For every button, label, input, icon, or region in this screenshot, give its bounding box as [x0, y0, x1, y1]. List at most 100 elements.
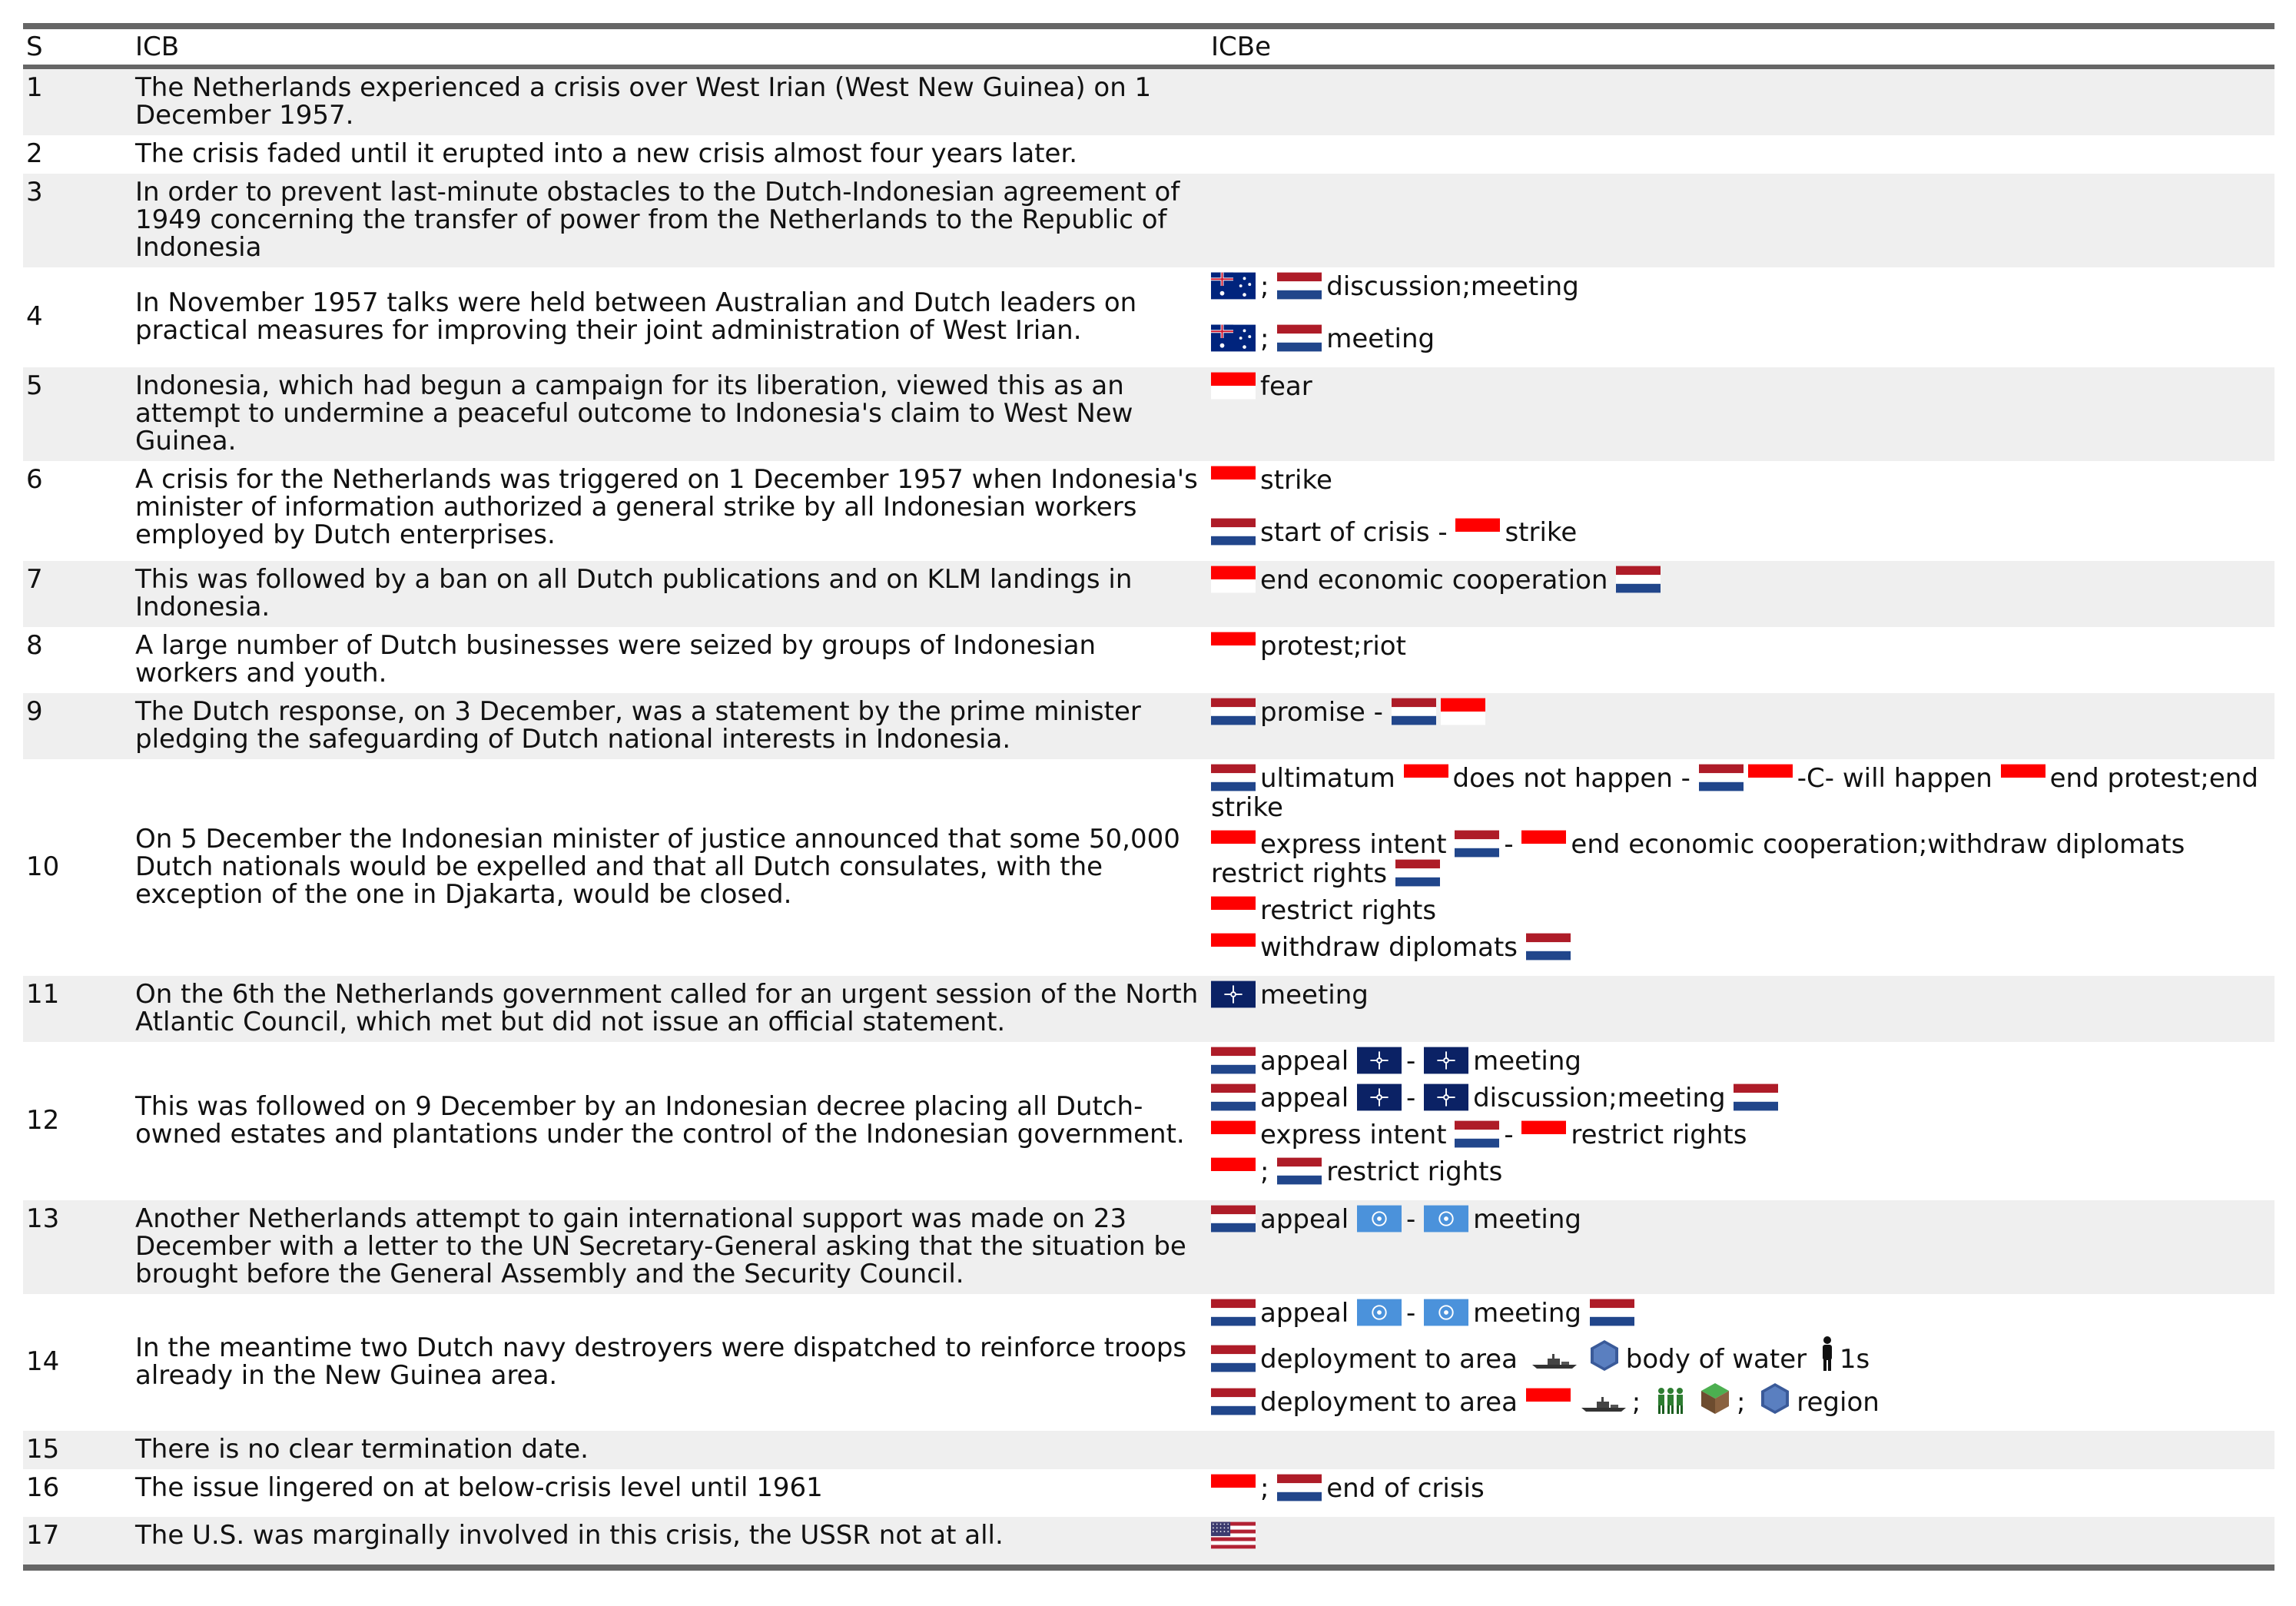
- table-row: 14 In the meantime two Dutch navy destroy…: [23, 1294, 2274, 1431]
- netherlands-flag-icon: [1211, 518, 1256, 546]
- row-number: 12: [26, 1105, 60, 1136]
- table-row: 7 This was followed by a ban on all Dutch…: [23, 561, 2274, 627]
- table-row: 10 On 5 December the Indonesian minister …: [23, 759, 2274, 976]
- row-number: 13: [23, 1200, 132, 1294]
- event-text: ;: [1260, 1156, 1278, 1187]
- event-text: -: [1406, 1204, 1425, 1235]
- row-number: 5: [23, 367, 132, 461]
- icbe-event: start of crisis - strike: [1211, 518, 2274, 547]
- event-text: ultimatum: [1260, 763, 1404, 794]
- row-number: 17: [23, 1517, 132, 1565]
- row-number: 8: [26, 630, 43, 661]
- table-row: 9 The Dutch response, on 3 December, was …: [23, 693, 2274, 759]
- icb-description: In November 1957 talks were held between…: [135, 287, 1137, 346]
- event-text: end protest;end strike: [1211, 763, 2258, 823]
- table-row: 13 Another Netherlands attempt to gain in…: [23, 1200, 2274, 1294]
- icb-description: This was followed by a ban on all Dutch …: [132, 561, 1208, 627]
- icb-description: Another Netherlands attempt to gain inte…: [132, 1200, 1208, 1294]
- netherlands-flag-icon: [1211, 698, 1256, 725]
- row-number: 2: [26, 138, 43, 169]
- icb-description: A large number of Dutch businesses were …: [135, 630, 1097, 689]
- event-text: -: [1406, 1046, 1425, 1077]
- event-text: discussion;meeting: [1326, 271, 1579, 302]
- netherlands-flag-icon: [1616, 566, 1661, 593]
- un-flag-icon: [1357, 1299, 1402, 1326]
- event-text: express intent: [1260, 1120, 1455, 1150]
- icbe-event: express intent - end economic cooperatio…: [1211, 830, 2274, 888]
- netherlands-flag-icon: [1211, 764, 1256, 791]
- icb-description: The crisis faded until it erupted into a…: [135, 138, 1078, 169]
- event-text: promise -: [1260, 697, 1392, 728]
- netherlands-flag-icon: [1395, 859, 1440, 887]
- netherlands-flag-icon: [1277, 1157, 1322, 1185]
- un-flag-icon: [1424, 1299, 1469, 1326]
- indonesia-flag-icon: [1211, 632, 1256, 659]
- netherlands-flag-icon: [1277, 272, 1322, 300]
- australia-flag-icon: [1211, 272, 1256, 300]
- usa-flag-icon: [1211, 1521, 1256, 1549]
- icb-description: A crisis for the Netherlands was trigger…: [135, 464, 1198, 550]
- event-text: -C- will happen: [1797, 763, 2001, 794]
- indonesia-flag-icon: [1403, 764, 1448, 791]
- icbe-event: ; restrict rights: [1211, 1157, 2274, 1186]
- event-text: 1s: [1839, 1344, 1870, 1375]
- event-text: appeal: [1260, 1046, 1358, 1077]
- netherlands-flag-icon: [1211, 1047, 1256, 1074]
- icbe-event: promise -: [1211, 698, 2274, 727]
- table-row: 4 In November 1957 talks were held betwee…: [23, 267, 2274, 367]
- soldiers-icon: [1658, 1388, 1684, 1414]
- event-text: end of crisis: [1326, 1473, 1485, 1504]
- row-number: 3: [23, 174, 132, 267]
- netherlands-flag-icon: [1211, 1083, 1256, 1111]
- table-row: 3 In order to prevent last-minute obstacl…: [23, 174, 2274, 267]
- event-text: appeal: [1260, 1204, 1358, 1235]
- table-row: 12 This was followed on 9 December by an …: [23, 1042, 2274, 1200]
- netherlands-flag-icon: [1211, 1299, 1256, 1326]
- netherlands-flag-icon: [1455, 1120, 1500, 1148]
- icb-description: There is no clear termination date.: [132, 1431, 1208, 1469]
- icbe-events: [1208, 174, 2274, 267]
- nato-flag-icon: [1357, 1083, 1402, 1111]
- icbe-event: appeal - meeting: [1211, 1299, 2274, 1328]
- table-row: 17 The U.S. was marginally involved in th…: [23, 1517, 2274, 1565]
- icbe-events: [1208, 69, 2274, 135]
- netherlands-flag-icon: [1525, 933, 1571, 961]
- row-number: 1: [23, 69, 132, 135]
- row-number: 11: [23, 976, 132, 1042]
- nato-flag-icon: [1424, 1047, 1469, 1074]
- icbe-event: appeal - discussion;meeting: [1211, 1083, 2274, 1113]
- australia-flag-icon: [1211, 324, 1256, 352]
- icbe-events: ; discussion;meeting ; meeting: [1208, 267, 2274, 367]
- table-row: 1 The Netherlands experienced a crisis ov…: [23, 69, 2274, 135]
- indonesia-flag-icon: [1521, 1120, 1567, 1148]
- event-text: protest;riot: [1260, 631, 1406, 662]
- top-rule: [23, 23, 2274, 29]
- table-body: 1 The Netherlands experienced a crisis ov…: [23, 69, 2274, 1565]
- icbe-events: appeal - meeting: [1208, 1200, 2274, 1294]
- event-text: meeting: [1473, 1046, 1581, 1077]
- event-text: deployment to area: [1260, 1344, 1526, 1375]
- un-flag-icon: [1424, 1205, 1469, 1233]
- indonesia-flag-icon: [1521, 830, 1567, 858]
- event-text: -: [1504, 829, 1522, 860]
- row-number: 7: [23, 561, 132, 627]
- netherlands-flag-icon: [1211, 1345, 1256, 1372]
- event-text: ;: [1631, 1387, 1650, 1418]
- icbe-event: withdraw diplomats: [1211, 933, 2274, 962]
- icbe-event: deployment to area ; ; region: [1211, 1382, 2274, 1417]
- event-text: strike: [1505, 517, 1578, 548]
- event-text: region: [1797, 1387, 1880, 1418]
- column-header-icbe: ICBe: [1211, 32, 1272, 62]
- event-text: meeting: [1326, 324, 1435, 354]
- event-text: restrict rights: [1571, 1120, 1747, 1150]
- event-text: discussion;meeting: [1473, 1083, 1734, 1113]
- row-number: 15: [23, 1431, 132, 1469]
- header-rule: [23, 65, 2274, 69]
- icb-description: In the meantime two Dutch navy destroyer…: [135, 1332, 1187, 1391]
- header-row: S ICB ICBe: [23, 29, 2274, 65]
- icbe-events: [1208, 1517, 2274, 1565]
- netherlands-flag-icon: [1698, 764, 1744, 791]
- event-text: meeting: [1473, 1204, 1581, 1235]
- icb-description: The Dutch response, on 3 December, was a…: [132, 693, 1208, 759]
- icbe-event: ; discussion;meeting: [1211, 272, 2274, 301]
